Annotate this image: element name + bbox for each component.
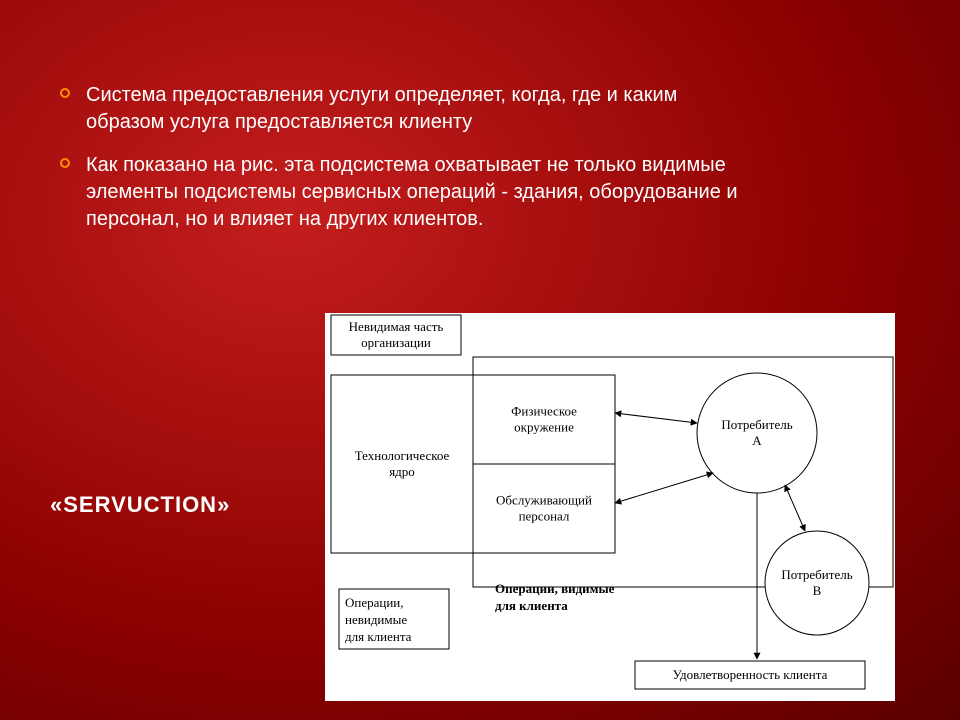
svg-text:организации: организации (361, 335, 431, 350)
svg-text:Операции, видимые: Операции, видимые (495, 581, 615, 596)
bullet-item: Система предоставления услуги определяет… (60, 82, 740, 136)
bullet-marker-icon (60, 158, 70, 168)
bullet-text: Система предоставления услуги определяет… (86, 82, 740, 136)
svg-text:окружение: окружение (514, 419, 574, 434)
svg-text:персонал: персонал (519, 508, 570, 523)
servuction-title: «SERVUCTION» (50, 492, 230, 518)
svg-text:для клиента: для клиента (345, 629, 412, 644)
svg-text:ядро: ядро (389, 464, 415, 479)
svg-text:Технологическое: Технологическое (355, 448, 450, 463)
svg-text:Обслуживающий: Обслуживающий (496, 493, 592, 508)
bullet-text: Как показано на рис. эта подсистема охва… (86, 152, 740, 233)
servuction-diagram: Невидимая частьорганизации Технологическо… (325, 313, 895, 701)
svg-text:Невидимая часть: Невидимая часть (349, 319, 444, 334)
bullet-item: Как показано на рис. эта подсистема охва… (60, 152, 740, 233)
svg-text:невидимые: невидимые (345, 612, 407, 627)
svg-text:Операции,: Операции, (345, 595, 404, 610)
svg-text:Физическое: Физическое (511, 404, 577, 419)
svg-text:B: B (813, 583, 822, 598)
svg-text:Удовлетворенность клиента: Удовлетворенность клиента (673, 667, 828, 682)
svg-text:Потребитель: Потребитель (781, 567, 852, 582)
svg-text:Потребитель: Потребитель (721, 417, 792, 432)
bullet-list: Система предоставления услуги определяет… (60, 82, 740, 249)
svg-text:A: A (752, 433, 762, 448)
svg-text:для клиента: для клиента (495, 598, 568, 613)
bullet-marker-icon (60, 88, 70, 98)
